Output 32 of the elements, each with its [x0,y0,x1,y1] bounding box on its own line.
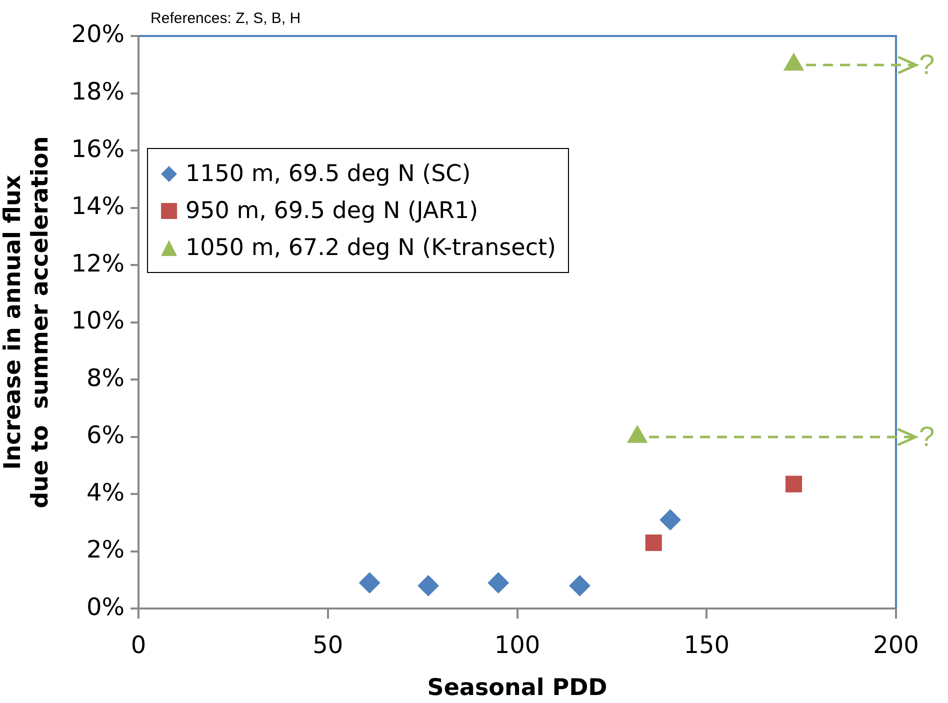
x-tick-label: 0 [130,631,146,660]
x-tick-label: 50 [312,631,344,660]
y-tick-label: 4% [86,478,125,506]
y-tick-label: 0% [86,592,125,621]
y-tick-label: 16% [71,134,125,163]
legend-label: 950 m, 69.5 deg N (JAR1) [186,198,478,224]
point [418,575,439,596]
y-axis-title: Increase in annual flux due to summer acceleration [0,136,54,508]
point [660,509,681,530]
x-tick-label: 200 [873,631,919,660]
x-tick-label: 150 [684,631,730,660]
y-tick-label: 12% [71,249,125,278]
point [645,534,662,552]
point [359,572,380,594]
point [569,575,590,596]
point [785,476,802,492]
legend-label: 1050 m, 67.2 deg N (K-transect) [186,234,556,260]
y-tick-label: 2% [86,536,125,564]
y-tick-label: 10% [71,306,125,335]
y-tick-label: 14% [71,192,125,220]
y-tick-label: 8% [86,364,125,392]
point [784,53,804,71]
text: References: Z, S, B, H [150,10,301,27]
text: ? [919,48,935,80]
y-tick-label: 18% [71,77,125,106]
x-tick-label: 100 [494,631,540,660]
legend-label: 1150 m, 69.5 deg N (SC) [186,160,471,186]
y-tick-label: 20% [71,20,125,48]
y-tick-label: 6% [86,421,125,450]
point [488,572,509,594]
x-axis-title: Seasonal PDD [427,675,608,702]
text: ? [919,420,935,452]
